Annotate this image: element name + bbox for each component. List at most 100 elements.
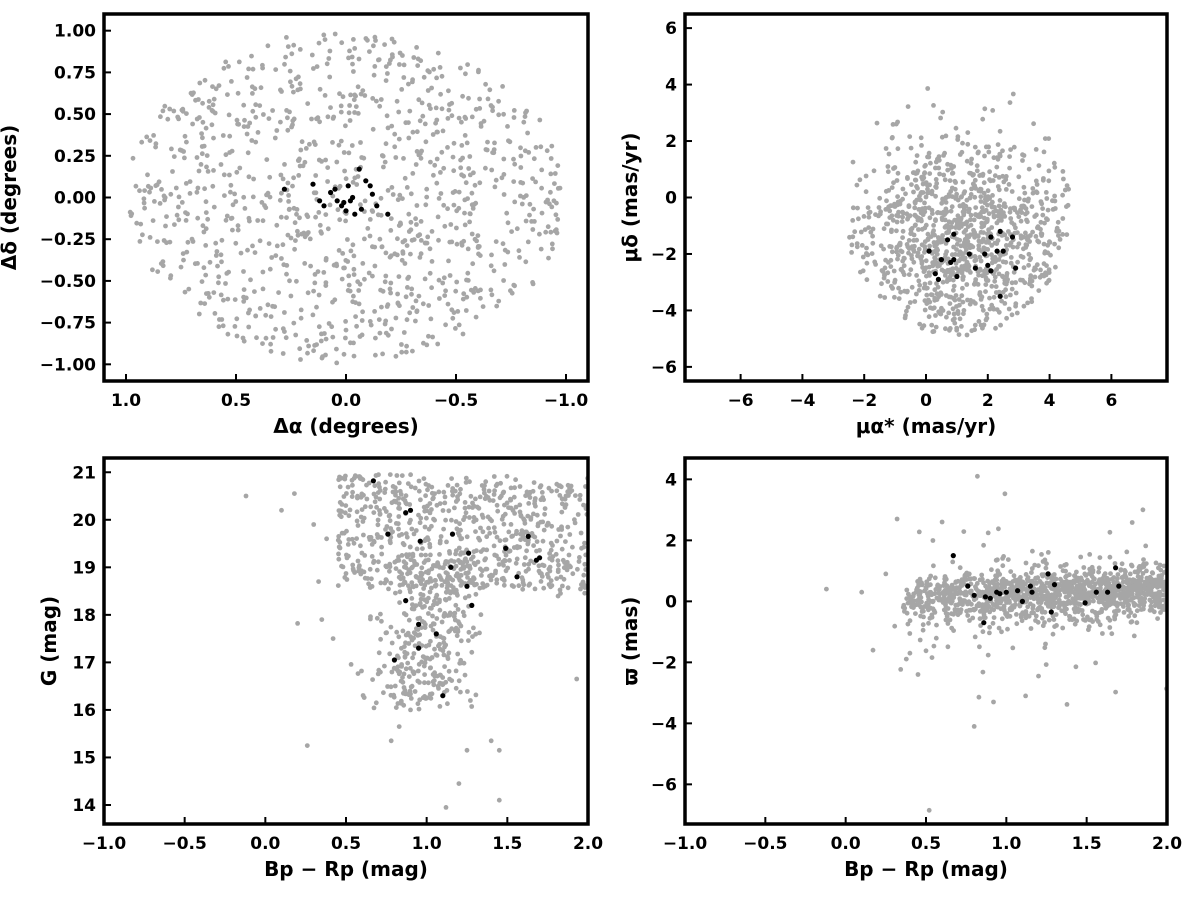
cmd-field-point	[456, 781, 462, 786]
cmd-field-point	[547, 551, 552, 556]
cmd-field-point	[416, 706, 422, 712]
cmd-field-point	[342, 510, 348, 516]
sky-field-point	[485, 139, 490, 145]
sky-field-point	[424, 186, 430, 192]
pm-field-point	[982, 106, 988, 112]
sky-field-point	[441, 202, 447, 208]
sky-field-point	[422, 121, 428, 127]
cmd-field-point	[479, 483, 485, 488]
sky-member-point	[310, 181, 316, 187]
sky-field-point	[439, 149, 445, 155]
plx-field-point	[1096, 569, 1101, 575]
cmd-member-point	[537, 555, 543, 561]
plx-field-point	[1061, 583, 1067, 589]
plx-field-point	[917, 597, 922, 602]
cmd-field-point	[388, 692, 394, 698]
plx-member-point	[1105, 589, 1111, 595]
plx-field-point	[913, 589, 919, 595]
sky-field-point	[227, 172, 232, 178]
cmd-field-point	[481, 487, 487, 492]
cmd-field-point	[435, 562, 441, 567]
sky-field-point	[501, 192, 507, 197]
cmd-field-point	[428, 695, 434, 701]
sky-field-point	[518, 153, 524, 159]
cmd-field-point	[375, 517, 381, 523]
plx-field-point	[996, 526, 1001, 532]
sky-field-point	[198, 300, 204, 306]
pm-field-point	[972, 322, 978, 328]
pm-field-point	[969, 156, 974, 162]
sky-field-point	[467, 154, 473, 159]
pm-field-point	[978, 258, 984, 264]
cmd-field-point	[573, 493, 578, 498]
pm-field-point	[1011, 222, 1017, 228]
pm-field-point	[908, 267, 914, 273]
cmd-field-point	[436, 489, 442, 495]
sky-field-point	[321, 32, 327, 38]
pm-field-point	[947, 274, 953, 280]
sky-field-point	[227, 150, 233, 155]
plx-field-point	[1063, 587, 1069, 592]
plx-field-point	[942, 576, 948, 582]
cmd-field-point	[540, 495, 546, 500]
pm-field-point	[953, 194, 959, 200]
cmd-field-point	[324, 536, 329, 542]
sky-field-point	[345, 259, 351, 264]
plx-field-point	[1153, 560, 1159, 566]
sky-field-point	[475, 233, 481, 239]
sky-field-point	[219, 237, 225, 243]
sky-field-point	[350, 242, 356, 248]
pm-field-point	[943, 200, 949, 205]
cmd-field-point	[567, 489, 573, 495]
cmd-field-point	[438, 634, 443, 640]
sky-field-point	[235, 223, 241, 229]
pm-member-point	[1000, 248, 1006, 254]
sky-field-point	[285, 232, 291, 238]
sky-field-point	[417, 151, 423, 157]
pm-field-point	[983, 207, 989, 213]
sky-member-point	[332, 186, 338, 192]
cmd-field-point	[336, 556, 342, 562]
cmd-field-point	[386, 513, 392, 519]
cmd-field-point	[396, 554, 401, 560]
cmd-field-point	[410, 564, 415, 570]
plx-member-point	[1082, 600, 1088, 606]
cmd-field-point	[494, 577, 500, 583]
sky-field-point	[370, 126, 376, 132]
sky-field-point	[305, 101, 311, 106]
sky-field-point	[467, 172, 473, 178]
cmd-field-point	[279, 507, 284, 513]
plx-field-point	[934, 622, 939, 628]
sky-field-point	[555, 186, 561, 191]
cmd-field-point	[364, 496, 370, 502]
pm-field-point	[932, 255, 937, 261]
sky-field-point	[553, 212, 559, 218]
pm-field-point	[869, 251, 875, 256]
plx-field-point	[977, 616, 983, 622]
cmd-field-point	[423, 643, 429, 649]
plx-field-point	[1147, 597, 1153, 603]
pm-field-point	[892, 280, 897, 285]
sky-field-point	[447, 273, 453, 278]
plx-field-point	[920, 627, 926, 633]
cmd-field-point	[582, 561, 588, 567]
sky-field-point	[392, 144, 398, 150]
pm-field-point	[883, 188, 889, 194]
sky-field-point	[209, 108, 215, 113]
cmd-field-point	[524, 548, 529, 554]
sky-field-point	[367, 319, 373, 324]
cmd-field-point	[446, 508, 452, 514]
pm-field-point	[980, 116, 986, 122]
sky-field-point	[436, 277, 442, 283]
pm-field-point	[968, 171, 974, 176]
cmd-field-point	[376, 650, 382, 656]
cmd-field-point	[496, 797, 502, 803]
cmd-field-point	[464, 747, 470, 753]
cmd-field-point	[361, 695, 367, 700]
sky-field-point	[417, 255, 423, 260]
sky-field-point	[237, 165, 243, 171]
pm-field-point	[914, 291, 919, 297]
plx-field-point	[969, 601, 974, 607]
plx-field-point	[985, 530, 991, 536]
